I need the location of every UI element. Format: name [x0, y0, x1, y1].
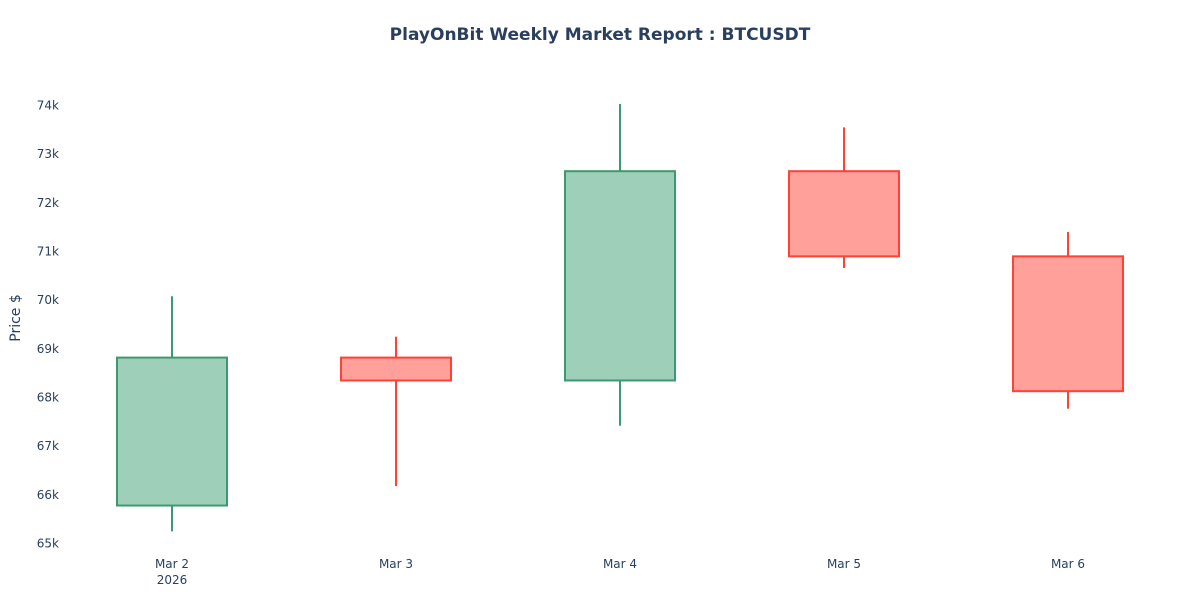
y-tick-label: 68k: [37, 391, 59, 405]
chart-title: PlayOnBit Weekly Market Report : BTCUSDT: [390, 25, 811, 45]
x-tick-label: Mar 4: [603, 557, 637, 571]
x-axis-ticks: Mar 2 Mar 3 Mar 4 Mar 5 Mar 6: [155, 557, 1085, 571]
y-tick-label: 72k: [37, 196, 59, 210]
y-tick-label: 69k: [37, 342, 59, 356]
candles-layer: [116, 104, 1124, 532]
x-tick-label: Mar 5: [827, 557, 861, 571]
y-tick-label: 65k: [37, 537, 59, 551]
y-tick-label: 67k: [37, 439, 59, 453]
y-tick-label: 73k: [37, 147, 59, 161]
y-axis-ticks: 65k 66k 67k 68k 69k 70k 71k 72k 73k 74k: [37, 99, 59, 551]
candle: [340, 336, 452, 487]
candle-body-decreasing: [788, 170, 900, 258]
y-tick-label: 74k: [37, 99, 59, 113]
candle: [1012, 232, 1124, 409]
candle-body-increasing: [116, 356, 228, 507]
candle-body-decreasing: [340, 356, 452, 382]
y-axis-label: Price $: [8, 294, 24, 342]
candle-body-decreasing: [1012, 255, 1124, 393]
candle-body-increasing: [564, 170, 676, 382]
x-tick-label: Mar 6: [1051, 557, 1085, 571]
y-tick-label: 70k: [37, 293, 59, 307]
y-tick-label: 71k: [37, 245, 59, 259]
candle: [116, 296, 228, 532]
y-tick-label: 66k: [37, 488, 59, 502]
x-axis-year-label: 2026: [157, 573, 188, 587]
candle: [788, 127, 900, 269]
x-tick-label: Mar 3: [379, 557, 413, 571]
candle: [564, 104, 676, 426]
x-tick-label: Mar 2: [155, 557, 189, 571]
